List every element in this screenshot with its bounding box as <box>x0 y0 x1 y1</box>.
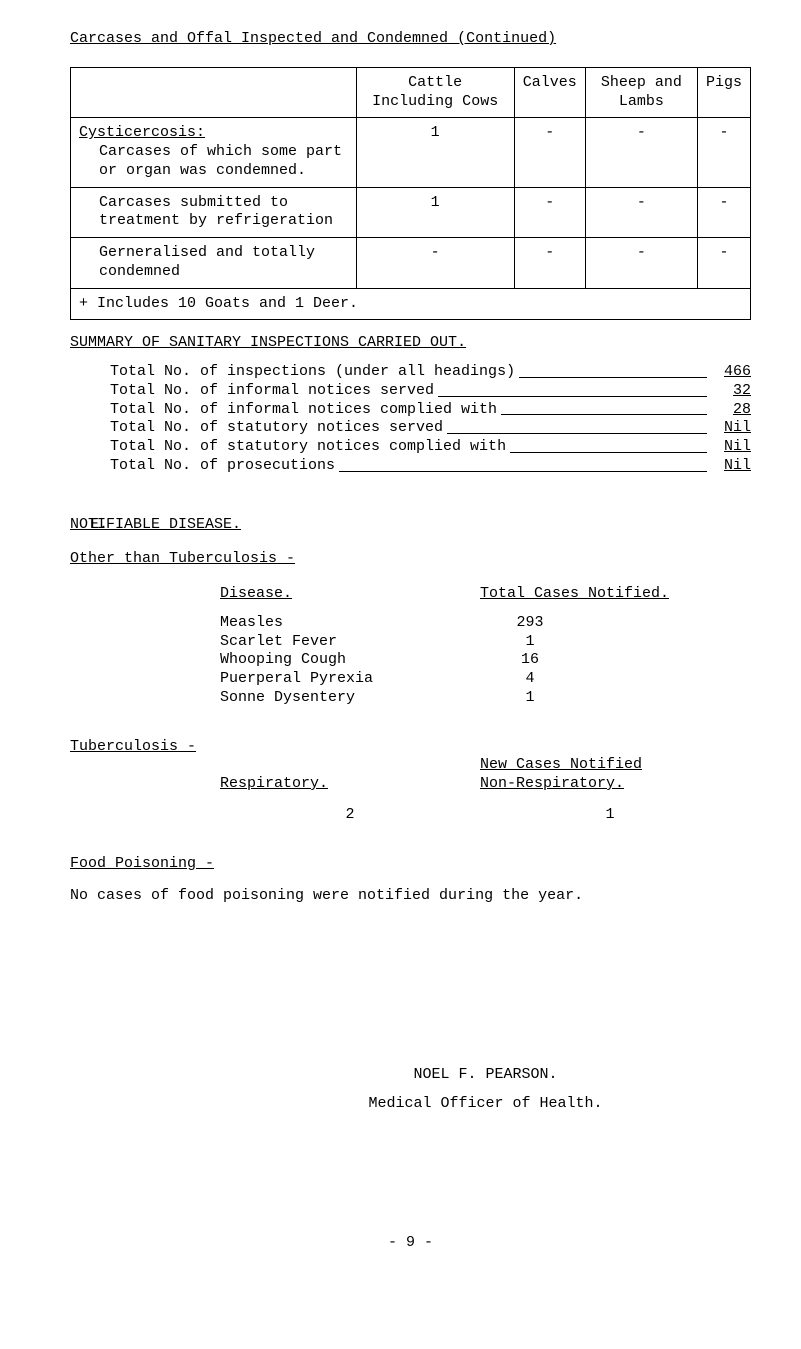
table-row: Cysticercosis: Carcases of which some pa… <box>71 118 751 187</box>
col-blank <box>71 67 357 118</box>
filler <box>447 419 707 434</box>
disease-row: Measles 293 <box>220 614 751 633</box>
filler <box>339 457 707 472</box>
total-val: 28 <box>711 401 751 420</box>
cell: - <box>585 238 697 289</box>
disease-count: 1 <box>480 689 580 708</box>
signature-name: NOEL F. PEARSON. <box>220 1066 751 1085</box>
table-footer: + Includes 10 Goats and 1 Deer. <box>71 288 751 320</box>
non-respiratory-label: Non-Respiratory. <box>480 775 624 792</box>
totals-block: Total No. of inspections (under all head… <box>110 363 751 476</box>
filler <box>501 401 707 416</box>
disease-count: 16 <box>480 651 580 670</box>
disease-name: Sonne Dysentery <box>220 689 480 708</box>
total-row: Total No. of informal notices complied w… <box>110 401 751 420</box>
disease-name: Puerperal Pyrexia <box>220 670 480 689</box>
total-row: Total No. of informal notices served 32 <box>110 382 751 401</box>
col-sheep: Sheep and Lambs <box>585 67 697 118</box>
col-pigs: Pigs <box>697 67 750 118</box>
disease-row: Whooping Cough 16 <box>220 651 751 670</box>
filler <box>510 438 707 453</box>
disease-col-header: Disease. <box>220 585 480 604</box>
total-label: Total No. of informal notices complied w… <box>110 401 497 420</box>
total-label: Total No. of statutory notices served <box>110 419 443 438</box>
tuberculosis-heading: Tuberculosis - <box>70 738 751 757</box>
respiratory-value: 2 <box>220 806 480 825</box>
cell: - <box>585 118 697 187</box>
disease-row: Sonne Dysentery 1 <box>220 689 751 708</box>
generalised-label: Gerneralised and totally condemned <box>79 244 348 282</box>
table-footer-row: + Includes 10 Goats and 1 Deer. <box>71 288 751 320</box>
non-respiratory-value: 1 <box>480 806 740 825</box>
total-label: Total No. of inspections (under all head… <box>110 363 515 382</box>
disease-count: 1 <box>480 633 580 652</box>
cases-col-header: Total Cases Notified. <box>480 585 700 604</box>
summary-title: SUMMARY OF SANITARY INSPECTIONS CARRIED … <box>70 334 751 353</box>
signature-title: Medical Officer of Health. <box>220 1095 751 1114</box>
cell: 1 <box>356 187 514 238</box>
disease-name: Measles <box>220 614 480 633</box>
cell: - <box>514 118 585 187</box>
total-val: 466 <box>711 363 751 382</box>
total-label: Total No. of informal notices served <box>110 382 434 401</box>
cell: - <box>697 118 750 187</box>
disease-table: Disease. Total Cases Notified. <box>220 585 751 614</box>
other-than-tb-heading: Other than Tuberculosis - <box>70 550 751 569</box>
disease-row: Scarlet Fever 1 <box>220 633 751 652</box>
refrigeration-label: Carcases submitted to treatment by refri… <box>79 194 348 232</box>
carcase-table: Cattle Including Cows Calves Sheep and L… <box>70 67 751 321</box>
total-label: Total No. of prosecutions <box>110 457 335 476</box>
cell: - <box>514 187 585 238</box>
cell: - <box>514 238 585 289</box>
disease-row: Puerperal Pyrexia 4 <box>220 670 751 689</box>
cell: - <box>697 238 750 289</box>
cysticercosis-label: Cysticercosis: <box>79 124 205 141</box>
page-number: - 9 - <box>70 1234 751 1253</box>
cysticercosis-sub: Carcases of which some part or organ was… <box>79 143 348 181</box>
total-row: Total No. of inspections (under all head… <box>110 363 751 382</box>
table-row: Gerneralised and totally condemned - - -… <box>71 238 751 289</box>
total-val: Nil <box>711 457 751 476</box>
total-row: Total No. of statutory notices served Ni… <box>110 419 751 438</box>
total-row: Total No. of statutory notices complied … <box>110 438 751 457</box>
disease-count: 293 <box>480 614 580 633</box>
total-val: Nil <box>711 419 751 438</box>
disease-name: Scarlet Fever <box>220 633 480 652</box>
food-poisoning-heading: Food Poisoning - <box>70 855 751 874</box>
total-val: Nil <box>711 438 751 457</box>
respiratory-label: Respiratory. <box>220 775 328 792</box>
table-row: Carcases submitted to treatment by refri… <box>71 187 751 238</box>
total-label: Total No. of statutory notices complied … <box>110 438 506 457</box>
new-cases-label: New Cases Notified <box>480 756 642 773</box>
cell: - <box>697 187 750 238</box>
notifiable-heading: NOTIFIABLE DISEASE. <box>70 516 751 535</box>
filler <box>438 382 707 397</box>
total-row: Total No. of prosecutions Nil <box>110 457 751 476</box>
cell: 1 <box>356 118 514 187</box>
total-val: 32 <box>711 382 751 401</box>
cell: - <box>585 187 697 238</box>
food-poisoning-text: No cases of food poisoning were notified… <box>70 887 751 906</box>
col-cattle: Cattle Including Cows <box>356 67 514 118</box>
disease-name: Whooping Cough <box>220 651 480 670</box>
cell: - <box>356 238 514 289</box>
section-letter: E. <box>90 516 108 535</box>
page-title: Carcases and Offal Inspected and Condemn… <box>70 30 751 49</box>
filler <box>519 363 707 378</box>
col-calves: Calves <box>514 67 585 118</box>
disease-count: 4 <box>480 670 580 689</box>
